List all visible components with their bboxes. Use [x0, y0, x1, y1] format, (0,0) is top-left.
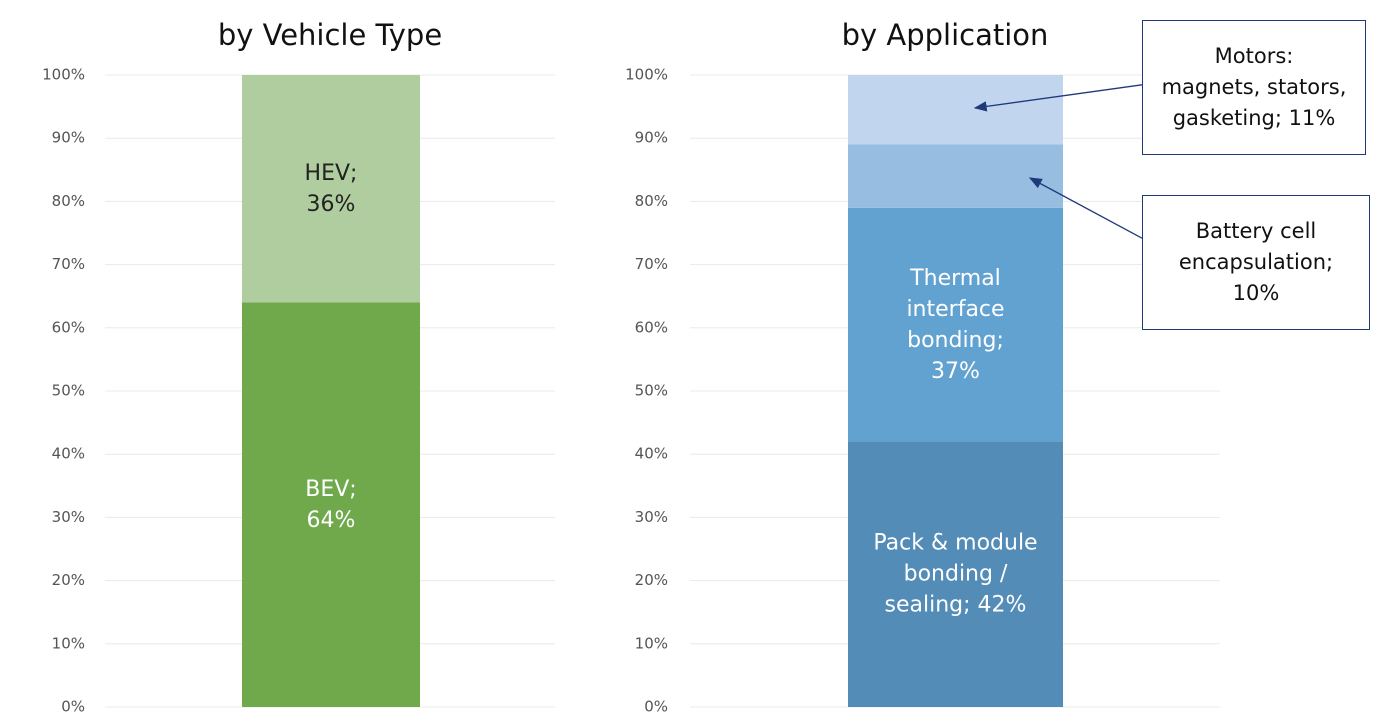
bar-segment [848, 207, 1063, 442]
y-tick-label: 0% [644, 698, 668, 716]
y-tick-label: 100% [625, 66, 668, 84]
y-tick-label: 30% [52, 508, 85, 526]
y-tick-label: 70% [635, 255, 668, 273]
y-tick-label: 90% [52, 129, 85, 147]
data-label: Thermal interface bonding; 37% [906, 265, 1005, 384]
y-tick-label: 50% [635, 382, 668, 400]
y-tick-label: 40% [635, 445, 668, 463]
y-tick-label: 0% [61, 698, 85, 716]
y-tick-label: 60% [635, 318, 668, 336]
y-tick-label: 80% [52, 192, 85, 210]
y-tick-label: 20% [635, 571, 668, 589]
y-tick-label: 50% [52, 382, 85, 400]
callout-label: Battery cell encapsulation; 10% [1142, 195, 1370, 330]
y-tick-label: 60% [52, 318, 85, 336]
bar-segment [242, 75, 420, 303]
chart-title: by Application [841, 18, 1049, 52]
bar-segment [848, 75, 1063, 145]
y-tick-label: 90% [635, 129, 668, 147]
y-tick-label: 80% [635, 192, 668, 210]
y-tick-label: 10% [52, 634, 85, 652]
callout-arrow [1028, 177, 1143, 239]
bar-segment [848, 441, 1063, 707]
y-tick-label: 100% [42, 66, 85, 84]
bar-segment [242, 302, 420, 707]
chart-title: by Vehicle Type [217, 18, 443, 52]
y-tick-label: 10% [635, 634, 668, 652]
bar-segment [848, 144, 1063, 208]
data-label: HEV; 36% [304, 160, 358, 217]
y-tick-label: 40% [52, 445, 85, 463]
callout-arrow [973, 84, 1143, 112]
y-tick-label: 70% [52, 255, 85, 273]
y-tick-label: 30% [635, 508, 668, 526]
callout-label: Motors: magnets, stators, gasketing; 11% [1142, 20, 1366, 155]
data-label: BEV; 64% [305, 476, 357, 533]
data-label: Pack & module bonding / sealing; 42% [873, 530, 1038, 618]
y-tick-label: 20% [52, 571, 85, 589]
